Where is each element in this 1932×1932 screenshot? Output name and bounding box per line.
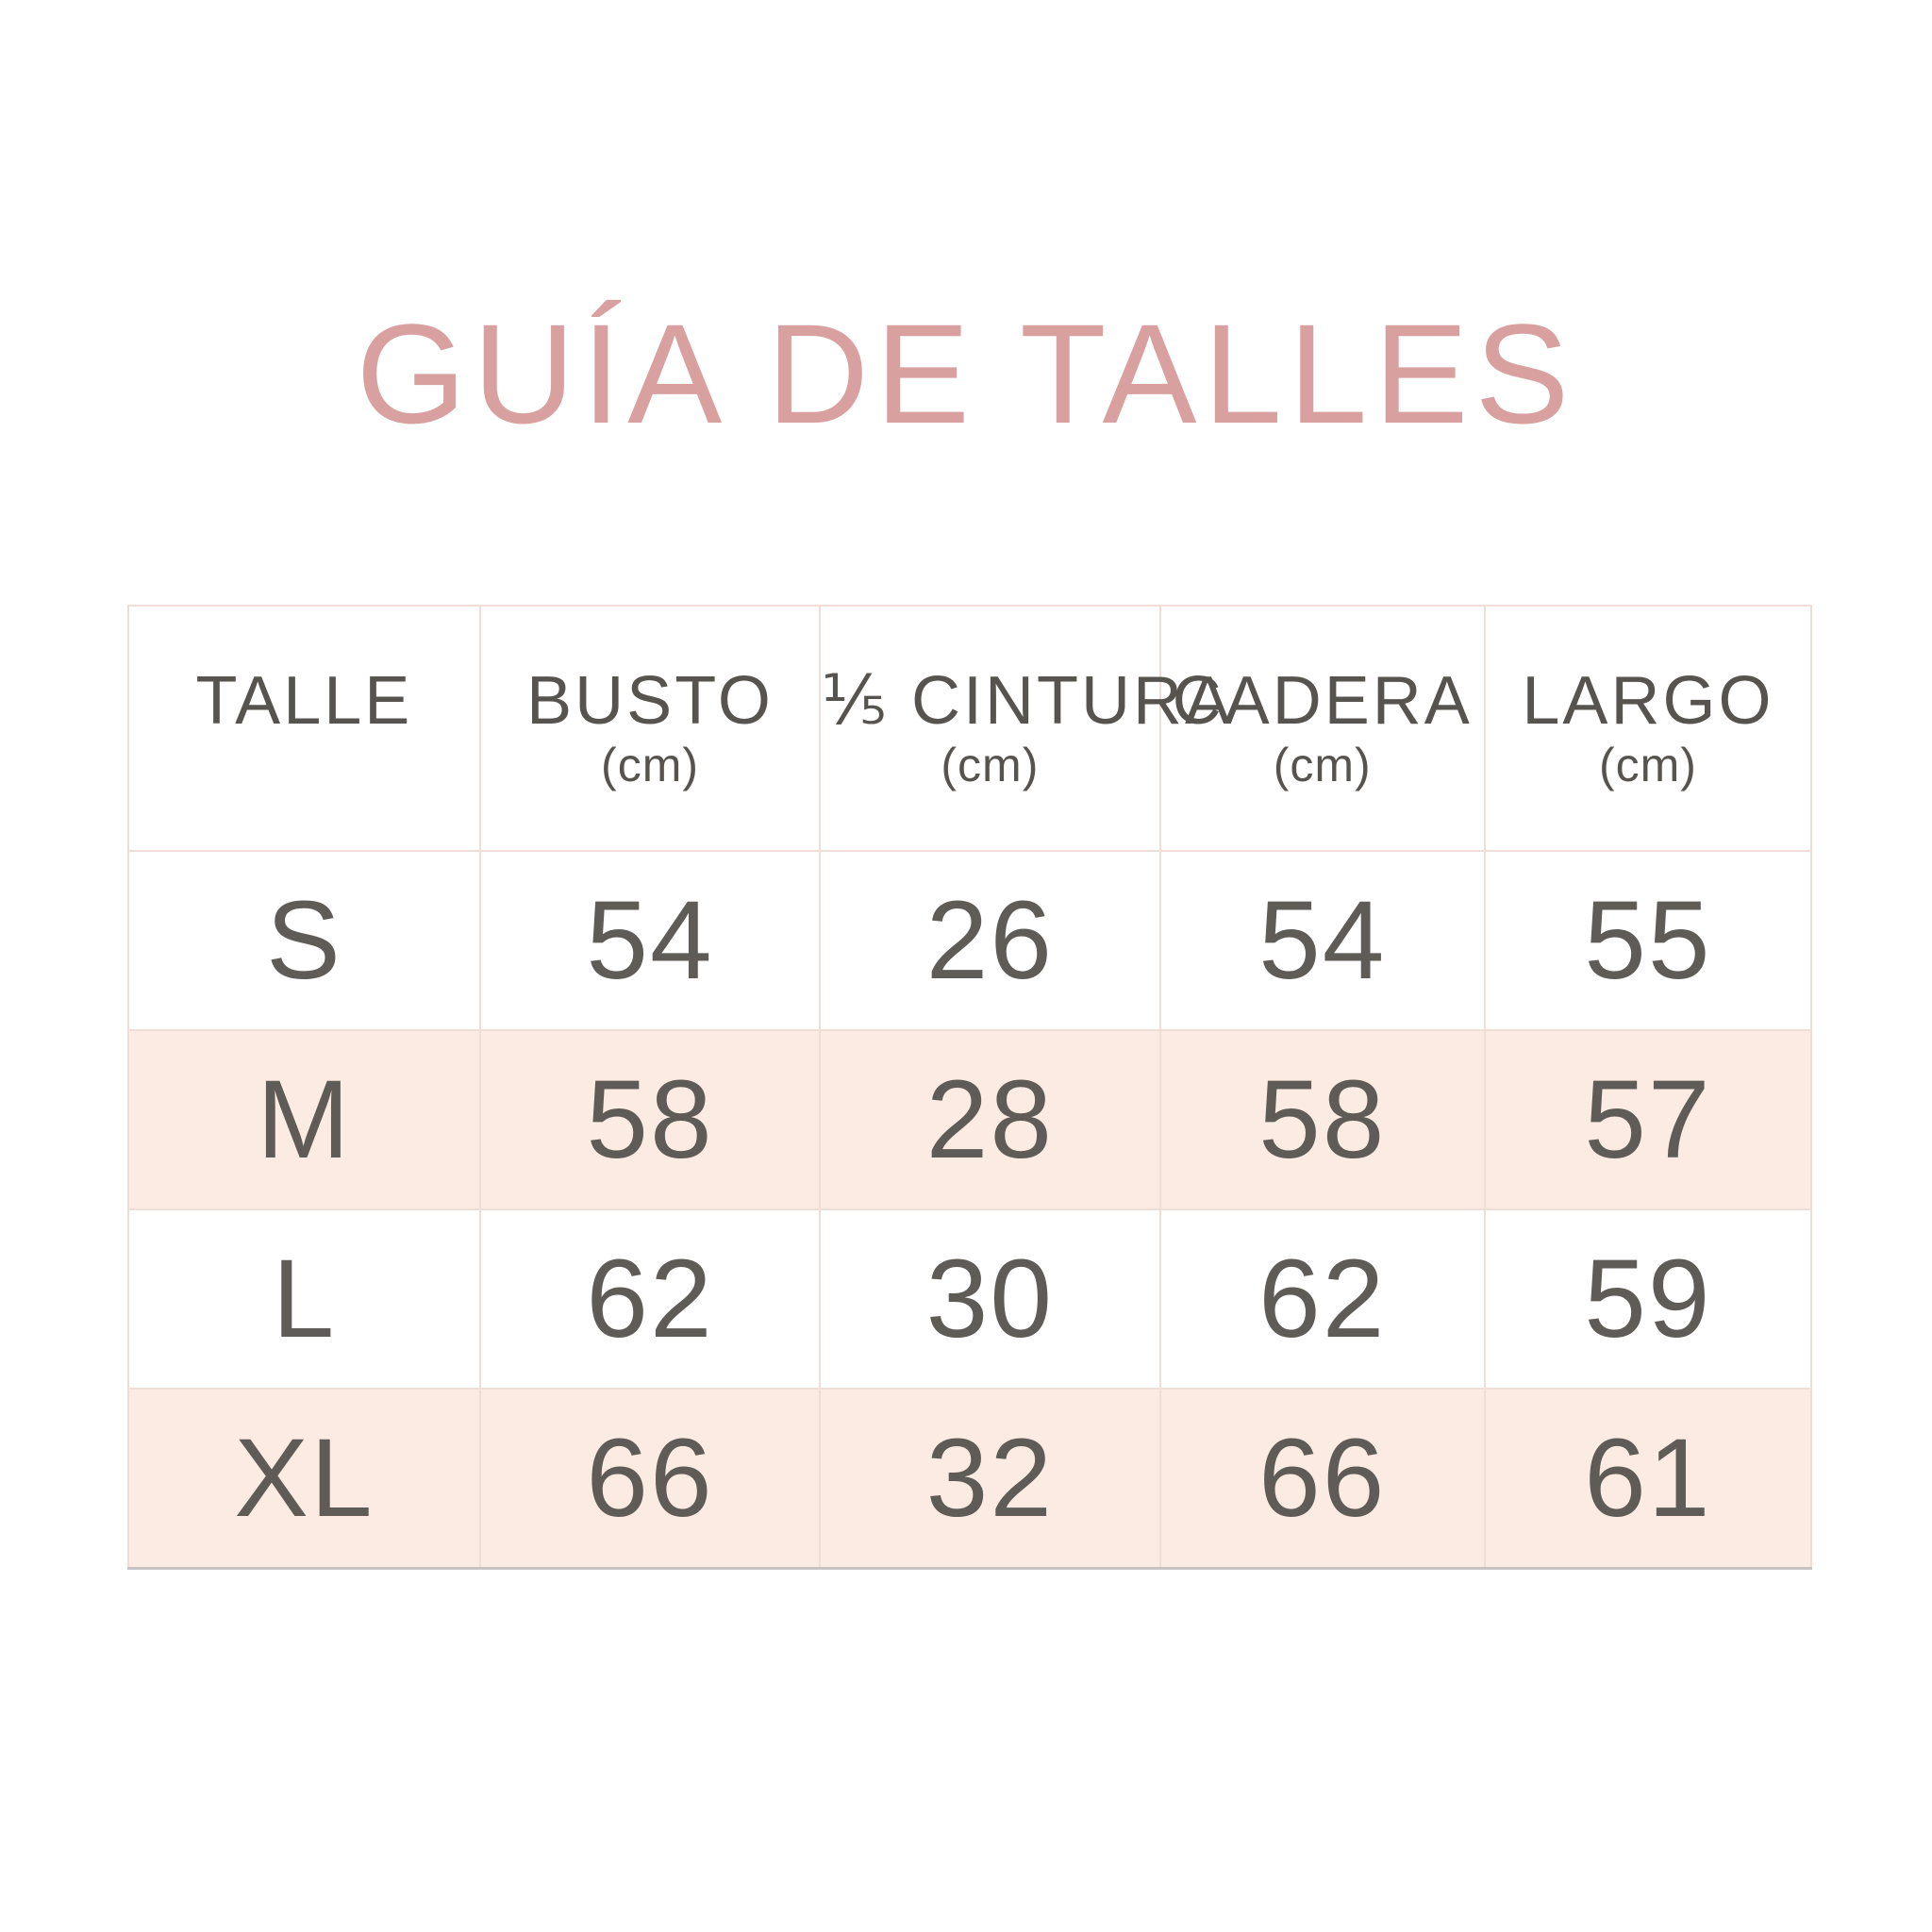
cell-m-largo: 57 — [1483, 1029, 1813, 1210]
column-unit: (cm) — [1598, 739, 1697, 792]
cell-s-largo: 55 — [1483, 850, 1813, 1031]
column-label: LARGO — [1522, 662, 1774, 739]
column-unit: (cm) — [601, 739, 699, 792]
table-row-m: M 58 28 58 57 — [127, 1029, 1813, 1210]
column-header-busto: BUSTO (cm) — [478, 605, 822, 852]
size-guide-table: TALLE BUSTO (cm) ⅕ CINTURA (cm) CADERA (… — [127, 605, 1813, 1570]
cell-s-cadera: 54 — [1158, 850, 1486, 1031]
table-header-row: TALLE BUSTO (cm) ⅕ CINTURA (cm) CADERA (… — [127, 605, 1813, 852]
cell-xl-talle: XL — [127, 1388, 481, 1570]
table-row-l: L 62 30 62 59 — [127, 1208, 1813, 1390]
cell-xl-busto: 66 — [478, 1388, 822, 1570]
column-unit — [129, 739, 479, 793]
column-header-cadera: CADERA (cm) — [1158, 605, 1486, 852]
column-label: ⅕ CINTURA — [821, 662, 1233, 739]
column-label: CADERA — [1172, 662, 1473, 739]
cell-l-largo: 59 — [1483, 1208, 1813, 1390]
cell-l-cintura: 30 — [819, 1208, 1161, 1390]
column-unit: (cm) — [1273, 739, 1372, 792]
cell-l-talle: L — [127, 1208, 481, 1390]
size-guide-title: GUÍA DE TALLES — [356, 294, 1576, 453]
column-header-largo: LARGO (cm) — [1483, 605, 1813, 852]
column-label: TALLE — [195, 662, 413, 739]
table-row-s: S 54 26 54 55 — [127, 850, 1813, 1031]
cell-xl-cintura: 32 — [819, 1388, 1161, 1570]
cell-s-busto: 54 — [478, 850, 822, 1031]
table-row-xl: XL 66 32 66 61 — [127, 1388, 1813, 1570]
cell-xl-largo: 61 — [1483, 1388, 1813, 1570]
cell-s-talle: S — [127, 850, 481, 1031]
column-header-cintura: ⅕ CINTURA (cm) — [819, 605, 1233, 852]
cell-l-busto: 62 — [478, 1208, 822, 1390]
cell-s-cintura: 26 — [819, 850, 1161, 1031]
cell-m-cintura: 28 — [819, 1029, 1161, 1210]
column-header-talle: TALLE — [127, 605, 481, 852]
column-label: BUSTO — [526, 662, 774, 739]
cell-xl-cadera: 66 — [1158, 1388, 1486, 1570]
cell-m-busto: 58 — [478, 1029, 822, 1210]
cell-m-talle: M — [127, 1029, 481, 1210]
cell-m-cadera: 58 — [1158, 1029, 1486, 1210]
cell-l-cadera: 62 — [1158, 1208, 1486, 1390]
column-unit: (cm) — [941, 739, 1040, 792]
